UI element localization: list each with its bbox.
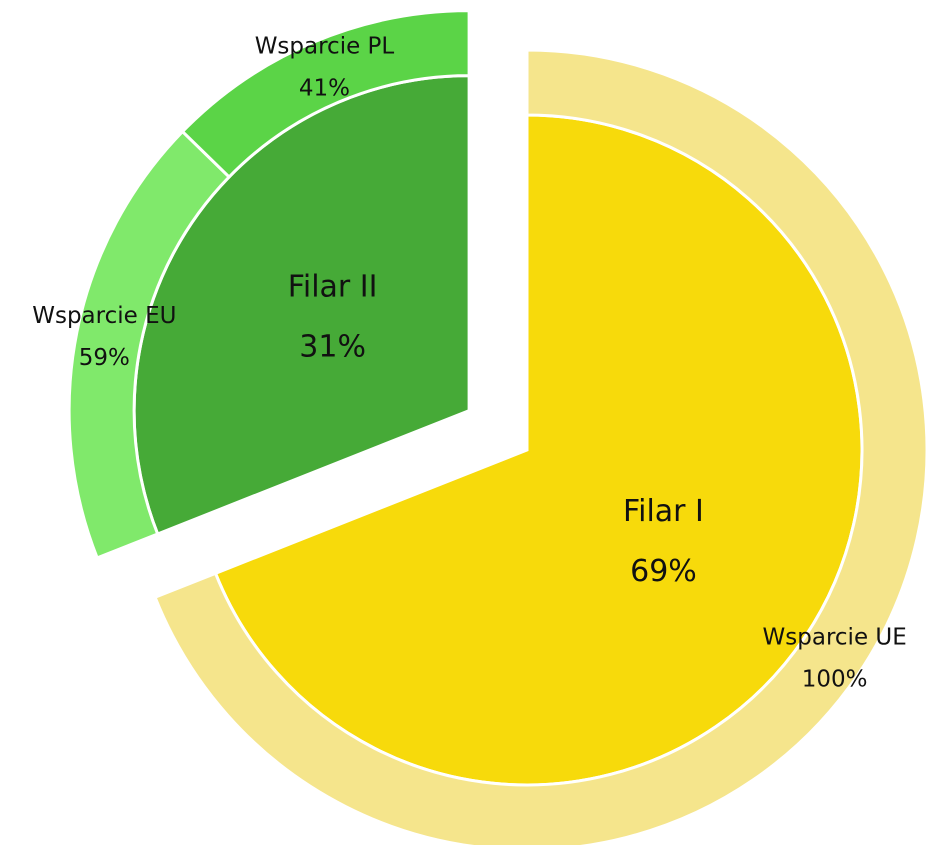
- ring-label: Wsparcie EU: [32, 303, 176, 329]
- slice-label: Filar II: [288, 269, 378, 304]
- ring-label: Wsparcie UE: [763, 625, 907, 651]
- ring-label: Wsparcie PL: [255, 33, 395, 59]
- ring-value: 41%: [299, 75, 350, 101]
- ring-segment: [153, 48, 929, 845]
- ring-value: 59%: [79, 345, 130, 371]
- slice-value: 69%: [630, 554, 697, 589]
- slice-value: 31%: [299, 329, 366, 364]
- ring-segment: [180, 9, 471, 180]
- ring-value: 100%: [802, 667, 868, 693]
- slice-label: Filar I: [623, 494, 704, 529]
